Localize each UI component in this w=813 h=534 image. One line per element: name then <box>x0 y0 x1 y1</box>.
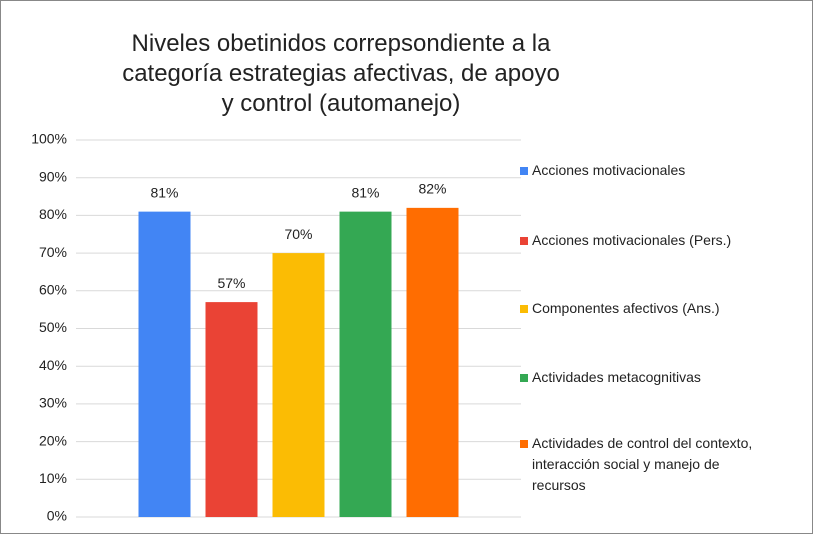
chart-title: Niveles obetinidos correpsondiente a la … <box>122 30 560 117</box>
y-tick-label: 50% <box>39 319 67 335</box>
y-tick-label: 20% <box>39 432 67 448</box>
y-tick-label: 40% <box>39 357 67 373</box>
legend-label: Acciones motivacionales (Pers.) <box>532 232 732 248</box>
legend-swatch <box>520 167 528 175</box>
data-label: 81% <box>351 184 379 200</box>
legend-label: Actividades metacognitivas <box>532 369 701 385</box>
legend-label: Acciones motivacionales <box>532 162 686 178</box>
data-label: 81% <box>150 184 178 200</box>
bar <box>406 207 459 518</box>
legend-swatch <box>520 305 528 313</box>
y-tick-label: 90% <box>39 168 67 184</box>
data-label: 70% <box>284 226 312 242</box>
bar <box>205 302 258 517</box>
legend-label: Componentes afectivos (Ans.) <box>532 300 720 316</box>
legend-swatch <box>520 374 528 382</box>
y-tick-label: 0% <box>47 508 67 524</box>
y-tick-label: 100% <box>31 131 67 147</box>
y-tick-label: 30% <box>39 395 67 411</box>
legend-swatch <box>520 440 528 448</box>
legend-label: Actividades de control del contexto, int… <box>532 435 753 493</box>
bar <box>272 253 325 517</box>
bar <box>339 211 392 517</box>
data-label: 57% <box>217 275 245 291</box>
y-tick-label: 10% <box>39 470 67 486</box>
y-tick-label: 60% <box>39 282 67 298</box>
bar <box>138 211 191 517</box>
data-label: 82% <box>418 181 446 197</box>
y-tick-label: 80% <box>39 206 67 222</box>
legend-swatch <box>520 237 528 245</box>
y-tick-label: 70% <box>39 244 67 260</box>
